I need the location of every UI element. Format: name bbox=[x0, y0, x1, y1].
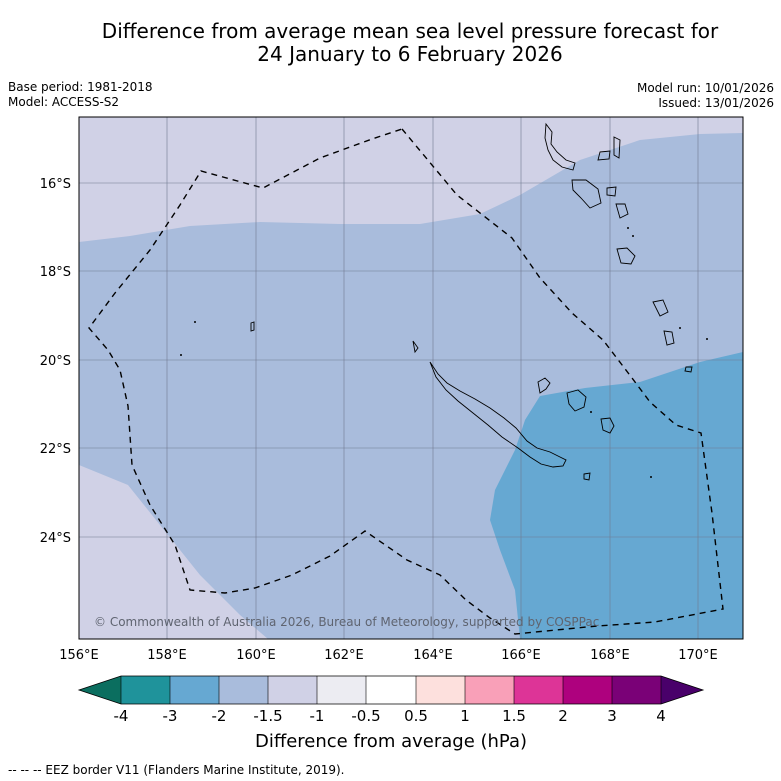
cbar-tick-7: 0.5 bbox=[404, 707, 428, 725]
cbar-tick-8: 1 bbox=[460, 707, 470, 725]
eez-border bbox=[88, 128, 724, 635]
colorbar-segment-2 bbox=[170, 676, 219, 704]
island-epi bbox=[615, 203, 629, 219]
meta-left: Base period: 1981-2018 Model: ACCESS-S2 bbox=[8, 80, 153, 110]
lon-label-166: 166°E bbox=[501, 648, 541, 663]
colorbar-segment-7 bbox=[416, 676, 465, 704]
island-maewo bbox=[597, 150, 611, 161]
lon-label-162: 162°E bbox=[324, 648, 364, 663]
issued-date: Issued: 13/01/2026 bbox=[658, 96, 774, 110]
island-lifou bbox=[566, 389, 587, 412]
base-period: Base period: 1981-2018 bbox=[8, 80, 153, 94]
island-erromango bbox=[652, 299, 669, 317]
eez-legend-note: -- -- -- EEZ border V11 (Flanders Marine… bbox=[8, 763, 345, 777]
colorbar-over-arrow bbox=[661, 676, 703, 704]
title-line-2: 24 January to 6 February 2026 bbox=[257, 42, 563, 66]
lon-label-170: 170°E bbox=[678, 648, 718, 663]
cbar-tick-12: 4 bbox=[656, 707, 666, 725]
colorbar-segment-9 bbox=[514, 676, 563, 704]
lon-label-158: 158°E bbox=[147, 648, 187, 663]
map-area: © Commonwealth of Australia 2026, Bureau… bbox=[79, 117, 743, 639]
model-name: Model: ACCESS-S2 bbox=[8, 95, 120, 109]
lat-label-20s: 20°S bbox=[40, 354, 71, 369]
longitude-axis: 156°E 158°E 160°E 162°E 164°E 166°E 168°… bbox=[59, 648, 718, 663]
islet-8 bbox=[590, 411, 592, 413]
islet-3 bbox=[650, 476, 652, 478]
colorbar-segment-6 bbox=[366, 676, 416, 704]
colorbar-segment-3 bbox=[219, 676, 268, 704]
islet-1 bbox=[194, 321, 196, 323]
islet-2 bbox=[180, 354, 182, 356]
colorbar-segment-4 bbox=[268, 676, 317, 704]
lat-label-22s: 22°S bbox=[40, 442, 71, 457]
colorbar-segment-8 bbox=[465, 676, 514, 704]
cbar-tick-9: 1.5 bbox=[502, 707, 526, 725]
island-tanna bbox=[663, 330, 675, 346]
map-frame bbox=[78, 116, 744, 640]
islet-4 bbox=[679, 327, 681, 329]
islet-5 bbox=[706, 338, 708, 340]
islet-7 bbox=[632, 235, 634, 237]
colorbar-segment-11 bbox=[612, 676, 661, 704]
cbar-tick-1: -4 bbox=[114, 707, 129, 725]
island-efate bbox=[616, 247, 636, 265]
cbar-tick-10: 2 bbox=[558, 707, 568, 725]
chart-title: Difference from average mean sea level p… bbox=[0, 20, 781, 66]
island-pentecost bbox=[613, 136, 621, 159]
cbar-tick-4: -1.5 bbox=[253, 707, 282, 725]
island-mare bbox=[600, 417, 615, 434]
cbar-tick-6: -0.5 bbox=[351, 707, 380, 725]
anomaly-band-minus1-5-north bbox=[79, 117, 743, 242]
coastlines bbox=[250, 122, 693, 481]
meta-right: Model run: 10/01/2026 Issued: 13/01/2026 bbox=[637, 81, 774, 111]
island-ambrym bbox=[606, 186, 617, 197]
colorbar: -4 -3 -2 -1.5 -1 -0.5 0.5 1 1.5 2 3 4 Di… bbox=[77, 675, 705, 752]
cbar-tick-2: -3 bbox=[163, 707, 178, 725]
anomaly-band-minus3 bbox=[490, 352, 743, 639]
islet-6 bbox=[627, 227, 629, 229]
island-walpole bbox=[583, 472, 591, 481]
lon-label-168: 168°E bbox=[590, 648, 630, 663]
colorbar-segment-1 bbox=[121, 676, 170, 704]
cbar-tick-5: -1 bbox=[310, 707, 325, 725]
colorbar-dividers bbox=[120, 676, 662, 704]
small-islets bbox=[180, 227, 708, 478]
colorbar-segment-5 bbox=[317, 676, 366, 704]
latitude-axis: 16°S 18°S 20°S 22°S 24°S bbox=[40, 177, 71, 546]
island-new-caledonia bbox=[429, 361, 567, 468]
graticule bbox=[79, 117, 743, 639]
lon-label-160: 160°E bbox=[236, 648, 276, 663]
colorbar-label: Difference from average (hPa) bbox=[255, 731, 527, 752]
island-malekula bbox=[571, 179, 602, 209]
lon-label-156: 156°E bbox=[59, 648, 99, 663]
colorbar-segment-10 bbox=[563, 676, 612, 704]
island-espiritu-santo bbox=[544, 122, 576, 171]
lat-label-18s: 18°S bbox=[40, 265, 71, 280]
cbar-tick-3: -2 bbox=[212, 707, 227, 725]
copyright-text: © Commonwealth of Australia 2026, Bureau… bbox=[94, 615, 599, 629]
island-hunter bbox=[684, 366, 693, 373]
island-ouvea bbox=[537, 377, 551, 394]
model-run: Model run: 10/01/2026 bbox=[636, 81, 774, 95]
colorbar-ticks: -4 -3 -2 -1.5 -1 -0.5 0.5 1 1.5 2 3 4 bbox=[114, 707, 666, 725]
island-chesterfield bbox=[250, 321, 255, 332]
lat-label-16s: 16°S bbox=[40, 177, 71, 192]
anomaly-band-minus1-5-southwest bbox=[79, 465, 268, 639]
island-belep bbox=[412, 340, 419, 354]
colorbar-under-arrow bbox=[79, 676, 121, 704]
lon-label-164: 164°E bbox=[413, 648, 453, 663]
title-line-1: Difference from average mean sea level p… bbox=[101, 19, 719, 43]
cbar-tick-11: 3 bbox=[607, 707, 617, 725]
lat-label-24s: 24°S bbox=[40, 531, 71, 546]
